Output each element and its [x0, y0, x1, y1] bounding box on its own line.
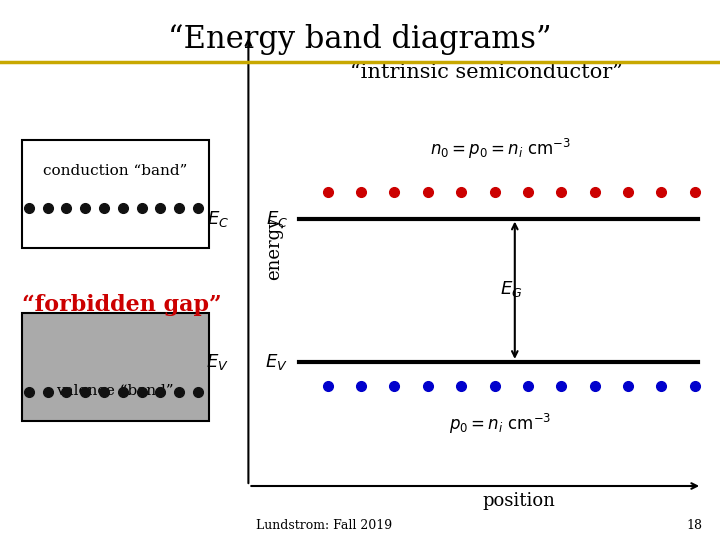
- Point: [622, 187, 634, 196]
- Point: [174, 204, 185, 212]
- Point: [522, 187, 534, 196]
- Point: [656, 382, 667, 390]
- Text: “forbidden gap”: “forbidden gap”: [22, 294, 221, 316]
- Point: [589, 187, 600, 196]
- Point: [622, 382, 634, 390]
- Point: [322, 382, 333, 390]
- Point: [117, 204, 129, 212]
- FancyBboxPatch shape: [22, 140, 209, 248]
- Point: [98, 387, 109, 396]
- Point: [689, 382, 701, 390]
- Point: [455, 382, 467, 390]
- Point: [355, 382, 366, 390]
- Text: $E_V$: $E_V$: [206, 352, 229, 372]
- Point: [23, 387, 35, 396]
- FancyBboxPatch shape: [22, 313, 209, 421]
- Text: conduction “band”: conduction “band”: [43, 164, 187, 178]
- Point: [136, 204, 148, 212]
- Point: [79, 387, 91, 396]
- Text: “intrinsic semiconductor”: “intrinsic semiconductor”: [349, 63, 623, 83]
- Point: [689, 187, 701, 196]
- Text: valence “band”: valence “band”: [56, 384, 174, 398]
- Point: [556, 187, 567, 196]
- Point: [489, 187, 500, 196]
- Point: [60, 387, 72, 396]
- Point: [389, 382, 400, 390]
- Text: Lundstrom: Fall 2019: Lundstrom: Fall 2019: [256, 519, 392, 532]
- Point: [117, 387, 129, 396]
- Text: $E_G$: $E_G$: [500, 279, 523, 299]
- Point: [422, 187, 433, 196]
- Point: [192, 204, 204, 212]
- Point: [489, 382, 500, 390]
- Text: $p_0 = n_i \ \mathrm{cm}^{-3}$: $p_0 = n_i \ \mathrm{cm}^{-3}$: [449, 412, 552, 436]
- Point: [455, 187, 467, 196]
- Point: [656, 187, 667, 196]
- Text: 18: 18: [686, 519, 702, 532]
- Point: [389, 187, 400, 196]
- Point: [422, 382, 433, 390]
- Point: [136, 387, 148, 396]
- Text: $E_C$: $E_C$: [266, 208, 288, 229]
- Point: [79, 204, 91, 212]
- Point: [155, 387, 166, 396]
- Point: [192, 387, 204, 396]
- Point: [155, 204, 166, 212]
- Point: [42, 387, 53, 396]
- Text: $E_V$: $E_V$: [265, 352, 288, 372]
- Text: $n_0 = p_0 = n_i \ \mathrm{cm}^{-3}$: $n_0 = p_0 = n_i \ \mathrm{cm}^{-3}$: [430, 137, 571, 160]
- Point: [322, 187, 333, 196]
- Point: [23, 204, 35, 212]
- Point: [589, 382, 600, 390]
- Text: position: position: [482, 492, 555, 510]
- Point: [174, 387, 185, 396]
- Text: “Energy band diagrams”: “Energy band diagrams”: [168, 24, 552, 55]
- Text: $E_C$: $E_C$: [207, 208, 229, 229]
- Text: energy: energy: [265, 217, 283, 280]
- Point: [98, 204, 109, 212]
- Point: [42, 204, 53, 212]
- Point: [60, 204, 72, 212]
- Point: [556, 382, 567, 390]
- Point: [355, 187, 366, 196]
- Point: [522, 382, 534, 390]
